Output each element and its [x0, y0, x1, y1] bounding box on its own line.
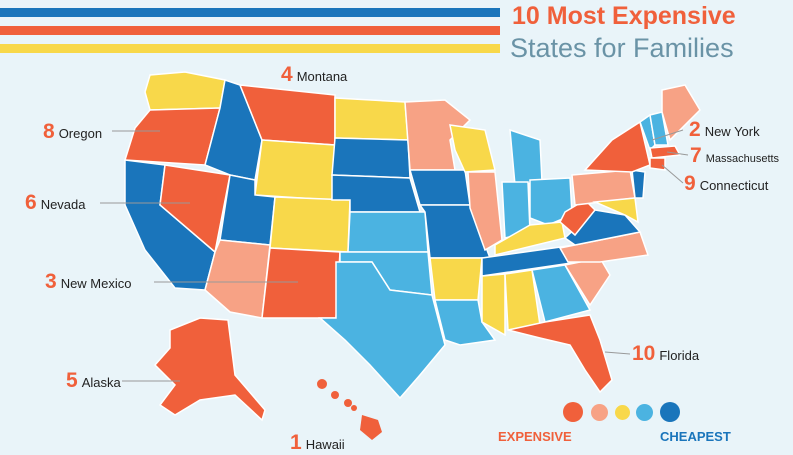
legend-dot-3 — [615, 405, 630, 420]
state-name: Connecticut — [699, 178, 769, 193]
state-name: Massachusetts — [705, 153, 780, 165]
state-name: Montana — [296, 69, 348, 84]
state-name: New York — [704, 124, 760, 139]
legend-dot-1 — [563, 402, 583, 422]
label-connecticut: 9 Connecticut — [684, 172, 768, 196]
legend-dot-2 — [591, 404, 608, 421]
state-illinois — [467, 171, 503, 252]
state-wisconsin — [449, 124, 496, 173]
state-texas — [318, 261, 446, 400]
state-new-mexico — [261, 247, 341, 319]
rank-number: 5 — [66, 369, 78, 392]
legend-expensive: EXPENSIVE — [498, 429, 572, 444]
legend-dot-4 — [636, 404, 653, 421]
label-alaska: 5 Alaska — [66, 369, 121, 393]
state-connecticut — [649, 157, 666, 171]
state-mississippi — [481, 273, 506, 337]
state-arizona — [204, 239, 271, 319]
state-michigan — [509, 128, 543, 186]
state-maryland — [592, 197, 639, 224]
state-hawaii — [317, 379, 382, 440]
label-florida: 10 Florida — [632, 342, 699, 366]
state-alaska — [153, 317, 266, 422]
state-name: Alaska — [81, 375, 121, 390]
title-line-1: 10 Most Expensive — [512, 2, 736, 30]
state-name: Nevada — [40, 197, 86, 212]
label-nevada: 6 Nevada — [25, 191, 86, 215]
state-new-york — [583, 120, 651, 173]
state-oregon — [123, 107, 221, 166]
label-hawaii: 1 Hawaii — [290, 431, 345, 455]
state-kentucky — [494, 221, 566, 256]
rank-number: 6 — [25, 191, 37, 214]
label-new-mexico: 3 New Mexico — [45, 270, 131, 294]
state-massachusetts — [649, 145, 682, 159]
state-name: Hawaii — [305, 437, 345, 452]
label-new-york: 2 New York — [689, 118, 760, 142]
state-wyoming — [254, 139, 336, 201]
legend-cheapest: CHEAPEST — [660, 429, 731, 444]
header-stripe-yellow — [0, 44, 500, 53]
label-leader-lines — [100, 129, 689, 382]
label-oregon: 8 Oregon — [43, 120, 102, 144]
label-montana: 4 Montana — [281, 63, 347, 87]
rank-number: 1 — [290, 431, 302, 454]
rank-number: 2 — [689, 118, 701, 141]
state-north-dakota — [334, 97, 409, 141]
state-south-dakota — [331, 137, 411, 179]
rank-number: 4 — [281, 63, 293, 86]
state-name: Florida — [659, 348, 700, 363]
label-massachusetts: 7 Massachusetts — [690, 144, 779, 168]
header-stripe-blue — [0, 8, 500, 17]
state-name: New Mexico — [60, 276, 132, 291]
state-name: Oregon — [58, 126, 103, 141]
state-new-jersey — [631, 169, 646, 199]
title-line-2: States for Families — [510, 33, 734, 63]
header-stripe-orange — [0, 26, 500, 35]
state-maine — [661, 84, 701, 142]
state-kansas — [347, 211, 429, 253]
rank-number: 8 — [43, 120, 55, 143]
legend-dot-5 — [660, 402, 680, 422]
state-louisiana — [434, 299, 497, 346]
rank-number: 9 — [684, 172, 696, 195]
state-georgia — [531, 264, 592, 323]
rank-number: 3 — [45, 270, 57, 293]
state-colorado — [269, 196, 351, 253]
state-arkansas — [429, 257, 483, 301]
state-washington — [144, 71, 226, 111]
state-iowa — [409, 169, 471, 206]
state-ohio — [529, 177, 573, 226]
rank-number: 10 — [632, 342, 656, 365]
state-florida — [507, 314, 613, 394]
rank-number: 7 — [690, 144, 702, 167]
